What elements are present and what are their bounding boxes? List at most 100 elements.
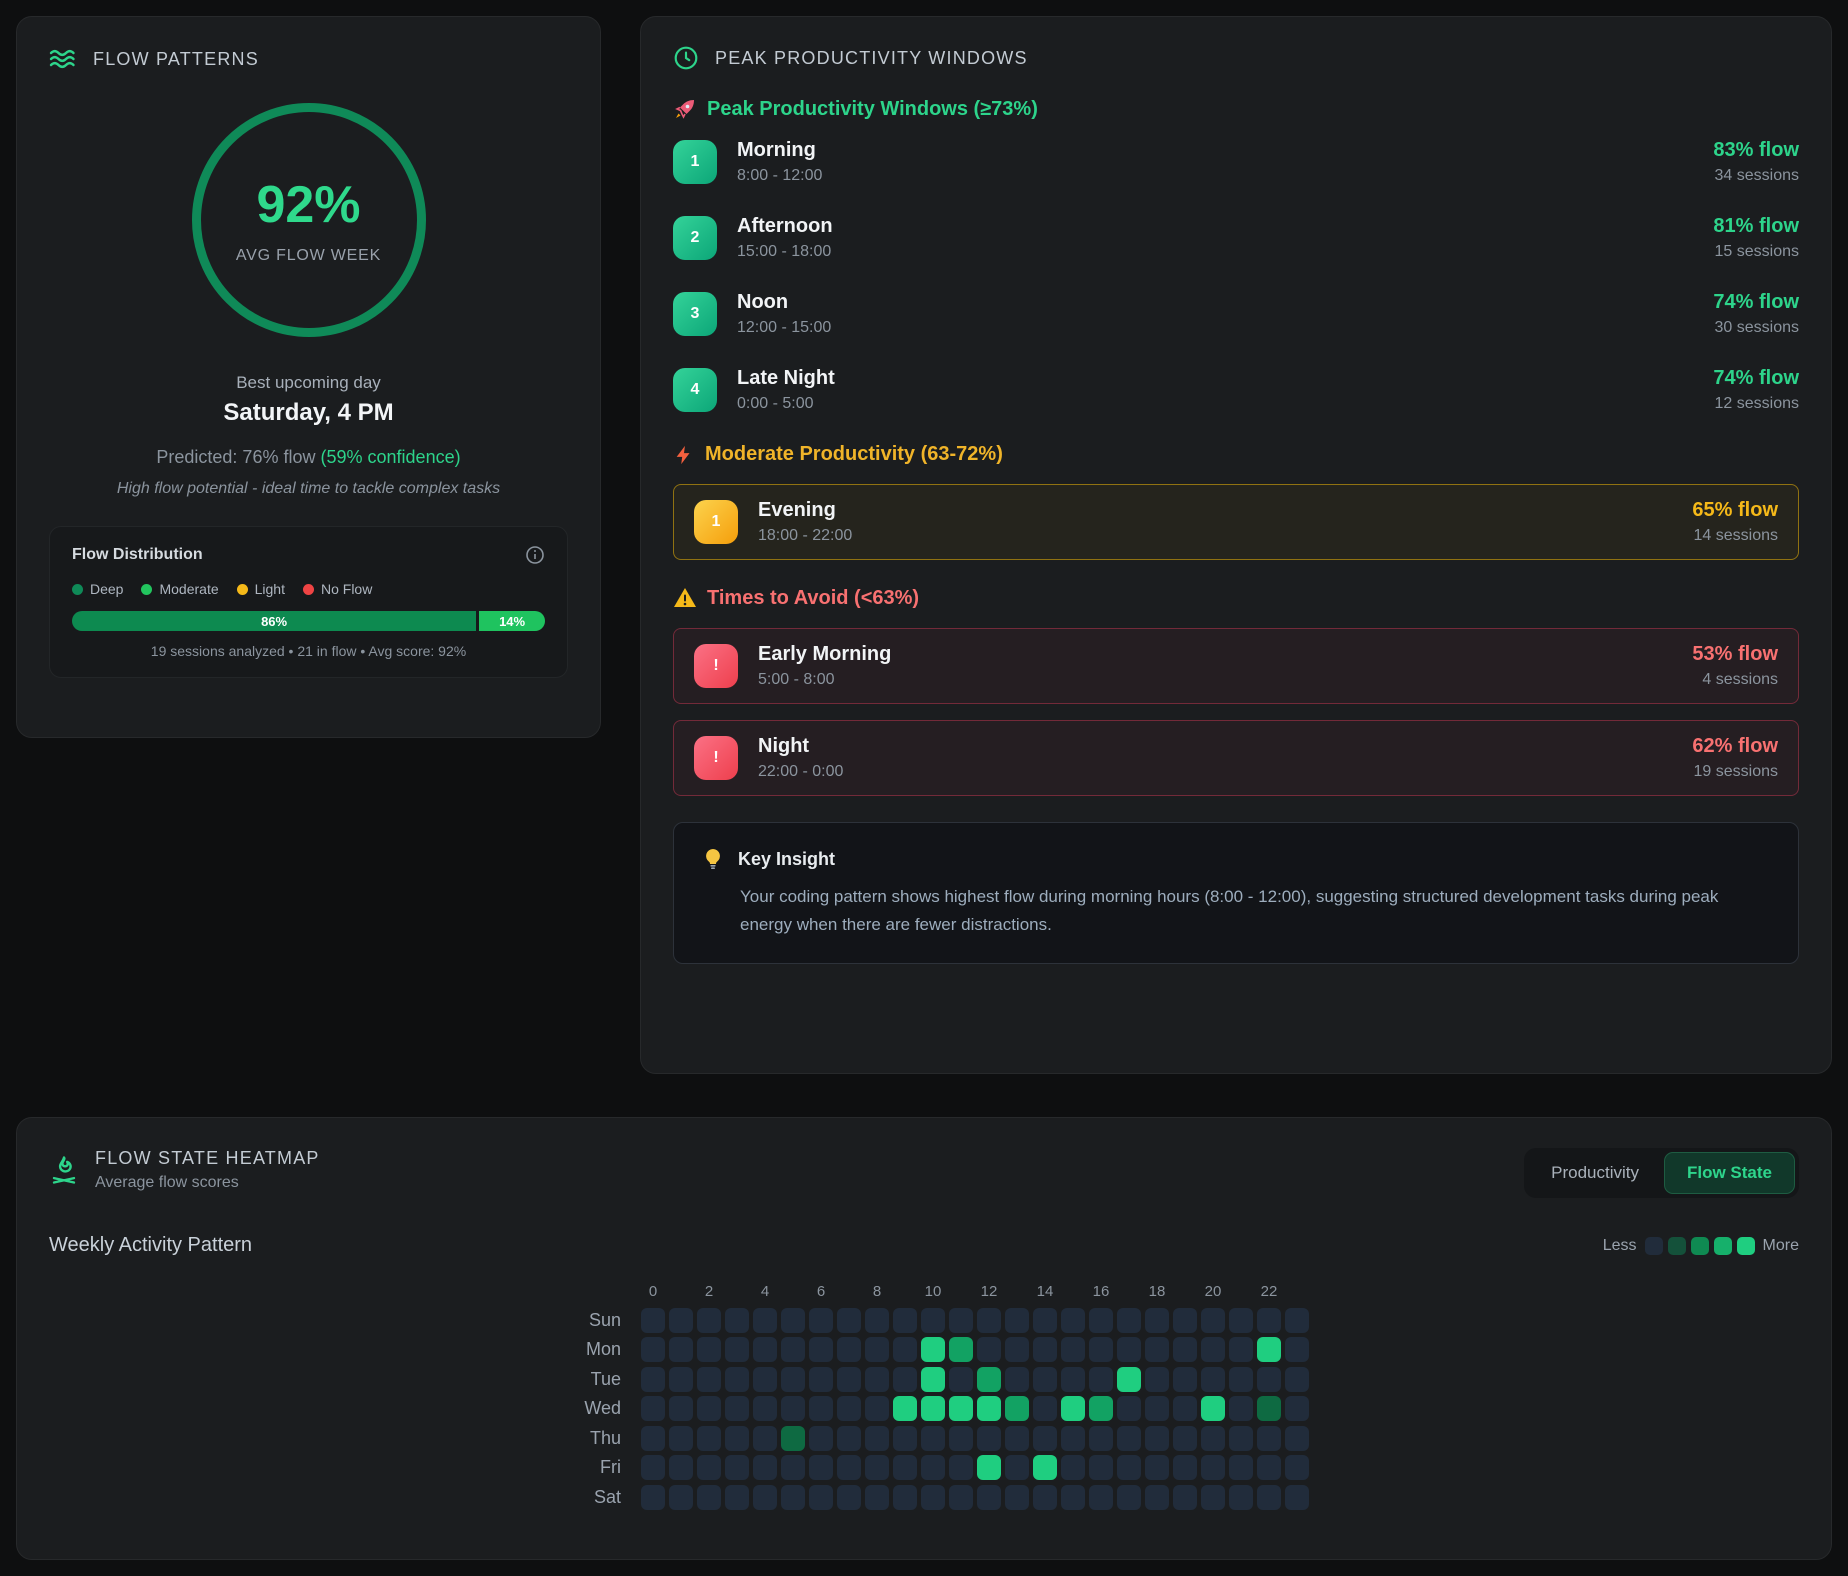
heatmap-cell[interactable] [1061,1307,1085,1333]
heatmap-cell[interactable] [1005,1366,1029,1392]
heatmap-cell[interactable] [781,1455,805,1480]
heatmap-cell[interactable] [837,1396,861,1421]
heatmap-cell[interactable] [1257,1307,1281,1333]
heatmap-cell[interactable] [1257,1425,1281,1451]
heatmap-cell[interactable] [1089,1307,1113,1333]
heatmap-cell[interactable] [1117,1396,1141,1421]
heatmap-cell[interactable] [697,1425,721,1451]
heatmap-cell[interactable] [1117,1337,1141,1362]
heatmap-cell[interactable] [1089,1484,1113,1510]
heatmap-cell[interactable] [1285,1455,1309,1480]
heatmap-cell[interactable] [1173,1396,1197,1421]
heatmap-cell[interactable] [697,1455,721,1480]
heatmap-cell[interactable] [977,1484,1001,1510]
heatmap-cell[interactable] [1173,1484,1197,1510]
heatmap-cell[interactable] [781,1484,805,1510]
heatmap-cell[interactable] [669,1366,693,1392]
heatmap-cell[interactable] [1033,1337,1057,1362]
heatmap-cell[interactable] [1089,1455,1113,1480]
heatmap-cell[interactable] [641,1337,665,1362]
heatmap-cell[interactable] [1005,1484,1029,1510]
heatmap-cell[interactable] [725,1455,749,1480]
heatmap-cell[interactable] [1173,1366,1197,1392]
heatmap-cell[interactable] [1005,1396,1029,1421]
heatmap-cell[interactable] [1005,1455,1029,1480]
heatmap-cell[interactable] [697,1396,721,1421]
heatmap-cell[interactable] [1257,1337,1281,1362]
heatmap-cell[interactable] [781,1396,805,1421]
heatmap-cell[interactable] [725,1425,749,1451]
heatmap-cell[interactable] [1257,1396,1281,1421]
heatmap-cell[interactable] [697,1307,721,1333]
heatmap-cell[interactable] [921,1455,945,1480]
heatmap-cell[interactable] [641,1396,665,1421]
heatmap-cell[interactable] [1145,1484,1169,1510]
heatmap-cell[interactable] [641,1425,665,1451]
heatmap-cell[interactable] [949,1307,973,1333]
heatmap-cell[interactable] [641,1366,665,1392]
heatmap-cell[interactable] [949,1455,973,1480]
heatmap-cell[interactable] [1229,1455,1253,1480]
heatmap-cell[interactable] [669,1425,693,1451]
heatmap-cell[interactable] [1117,1307,1141,1333]
heatmap-cell[interactable] [949,1484,973,1510]
heatmap-cell[interactable] [893,1396,917,1421]
heatmap-cell[interactable] [1145,1337,1169,1362]
heatmap-cell[interactable] [865,1366,889,1392]
heatmap-cell[interactable] [1089,1366,1113,1392]
heatmap-cell[interactable] [697,1337,721,1362]
heatmap-cell[interactable] [1285,1366,1309,1392]
heatmap-cell[interactable] [1061,1455,1085,1480]
heatmap-cell[interactable] [1005,1337,1029,1362]
heatmap-cell[interactable] [1257,1455,1281,1480]
heatmap-cell[interactable] [1061,1484,1085,1510]
heatmap-cell[interactable] [1033,1425,1057,1451]
heatmap-cell[interactable] [921,1425,945,1451]
heatmap-cell[interactable] [669,1455,693,1480]
heatmap-cell[interactable] [697,1484,721,1510]
heatmap-cell[interactable] [1201,1337,1225,1362]
heatmap-cell[interactable] [1089,1337,1113,1362]
heatmap-cell[interactable] [865,1425,889,1451]
heatmap-cell[interactable] [893,1366,917,1392]
heatmap-cell[interactable] [1229,1337,1253,1362]
heatmap-cell[interactable] [809,1396,833,1421]
heatmap-cell[interactable] [725,1307,749,1333]
heatmap-cell[interactable] [893,1455,917,1480]
heatmap-cell[interactable] [753,1396,777,1421]
heatmap-cell[interactable] [1285,1396,1309,1421]
heatmap-cell[interactable] [1117,1425,1141,1451]
heatmap-cell[interactable] [865,1455,889,1480]
heatmap-cell[interactable] [1145,1396,1169,1421]
heatmap-cell[interactable] [837,1366,861,1392]
heatmap-cell[interactable] [809,1425,833,1451]
heatmap-cell[interactable] [809,1307,833,1333]
heatmap-cell[interactable] [669,1307,693,1333]
heatmap-cell[interactable] [1285,1337,1309,1362]
heatmap-cell[interactable] [1033,1307,1057,1333]
heatmap-cell[interactable] [949,1396,973,1421]
heatmap-cell[interactable] [781,1366,805,1392]
toggle-option-flow-state[interactable]: Flow State [1663,1152,1795,1194]
heatmap-cell[interactable] [1117,1366,1141,1392]
heatmap-cell[interactable] [977,1425,1001,1451]
heatmap-cell[interactable] [1033,1366,1057,1392]
heatmap-cell[interactable] [1229,1396,1253,1421]
heatmap-cell[interactable] [1229,1484,1253,1510]
heatmap-cell[interactable] [753,1366,777,1392]
heatmap-cell[interactable] [753,1425,777,1451]
heatmap-cell[interactable] [1145,1425,1169,1451]
heatmap-cell[interactable] [1201,1484,1225,1510]
heatmap-cell[interactable] [781,1425,805,1451]
heatmap-cell[interactable] [1005,1425,1029,1451]
heatmap-cell[interactable] [1201,1396,1225,1421]
heatmap-cell[interactable] [865,1337,889,1362]
heatmap-cell[interactable] [1005,1307,1029,1333]
heatmap-cell[interactable] [809,1366,833,1392]
heatmap-cell[interactable] [977,1366,1001,1392]
heatmap-cell[interactable] [1117,1484,1141,1510]
heatmap-cell[interactable] [1173,1307,1197,1333]
heatmap-cell[interactable] [837,1337,861,1362]
toggle-option-productivity[interactable]: Productivity [1528,1152,1662,1194]
heatmap-cell[interactable] [725,1396,749,1421]
